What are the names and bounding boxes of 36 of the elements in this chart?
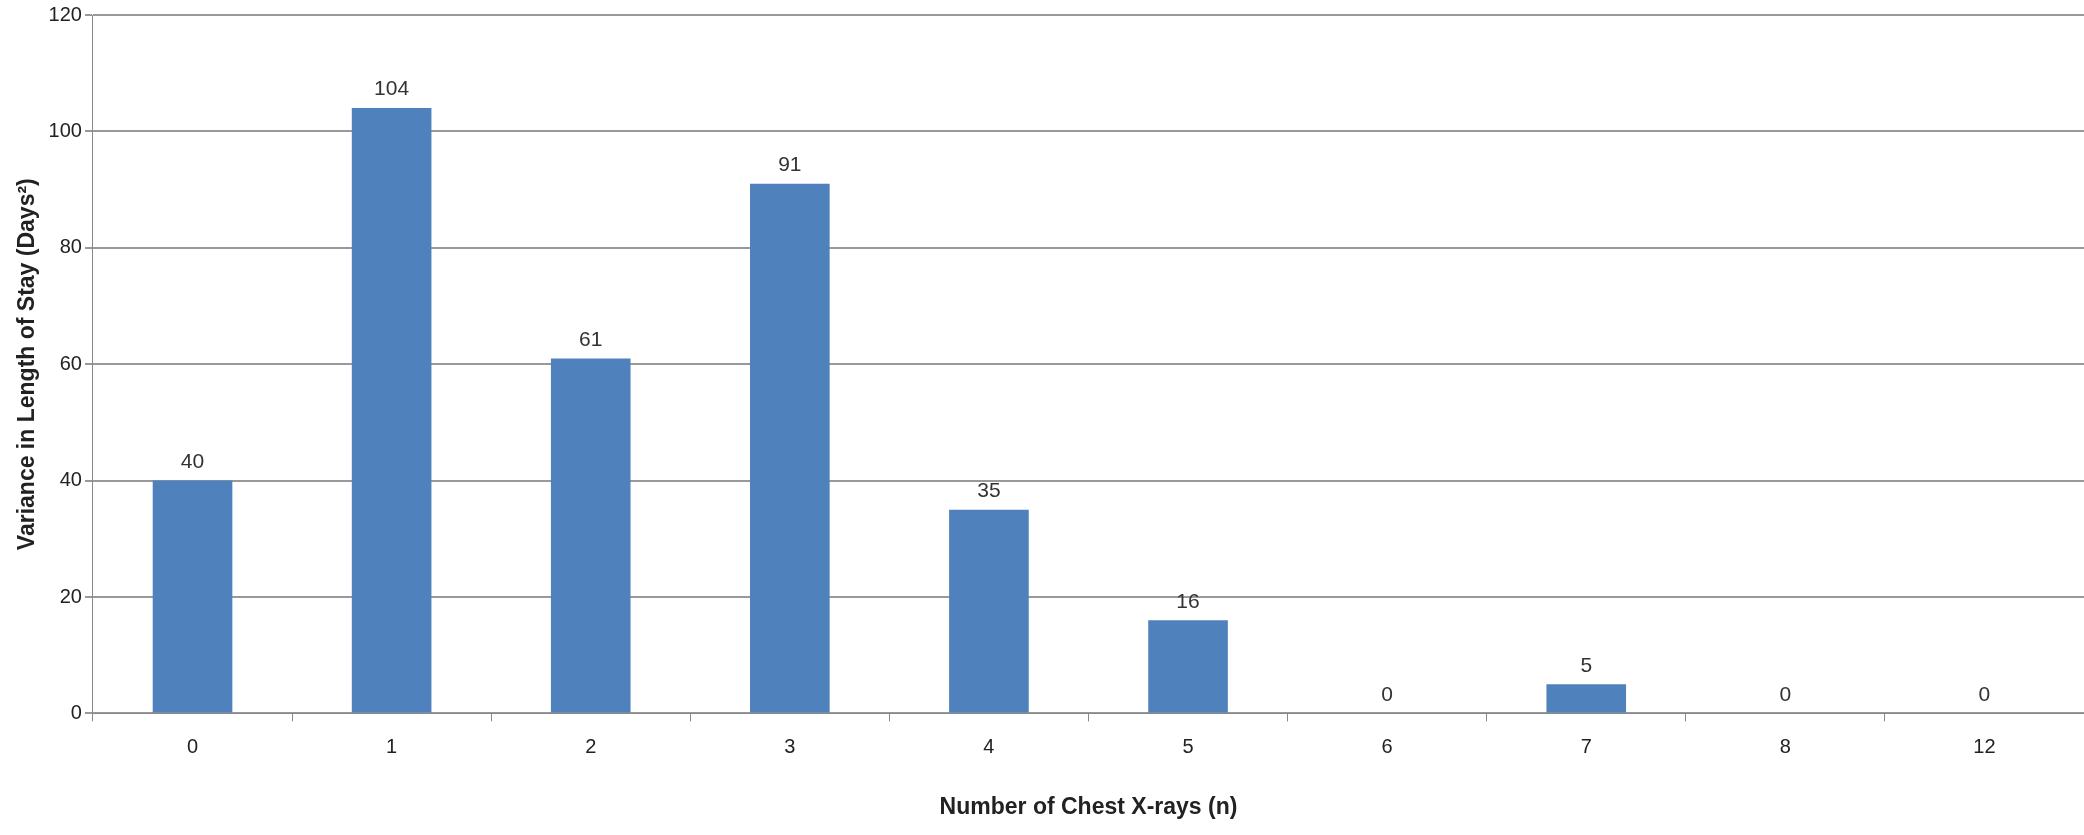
- x-axis-title: Number of Chest X-rays (n): [939, 792, 1238, 819]
- data-label: 0: [1978, 681, 1991, 705]
- data-label: 0: [1381, 681, 1393, 705]
- x-tick-label: 2: [585, 734, 597, 757]
- x-tick-label: 0: [186, 734, 199, 757]
- data-label: 16: [1176, 588, 1200, 612]
- bar: [949, 509, 1029, 713]
- bar: [1546, 684, 1627, 713]
- x-tick-label: 1: [386, 734, 398, 757]
- bar: [152, 480, 233, 713]
- data-label: 91: [778, 152, 802, 176]
- y-tick-label: 20: [59, 584, 82, 607]
- x-tick-label: 3: [784, 734, 796, 757]
- x-tick-label: 6: [1381, 734, 1393, 757]
- y-tick-label: 120: [48, 2, 82, 25]
- data-label: 5: [1580, 652, 1593, 676]
- bar: [351, 108, 432, 713]
- bar: [750, 183, 830, 713]
- x-tick-label: 5: [1182, 734, 1194, 757]
- bar: [550, 358, 631, 713]
- x-tick-label: 4: [983, 734, 995, 757]
- x-tick-label: 7: [1580, 734, 1592, 757]
- y-tick-label: 0: [70, 700, 82, 723]
- x-tick-label: 8: [1779, 734, 1791, 757]
- x-tick-label: 12: [1973, 734, 1996, 757]
- y-axis-title: Variance in Length of Stay (Days²): [13, 178, 40, 551]
- data-label: 61: [579, 326, 603, 350]
- data-label: 0: [1779, 681, 1792, 705]
- y-tick-label: 60: [59, 351, 82, 374]
- data-label: 35: [977, 478, 1001, 501]
- y-tick-label: 80: [59, 235, 82, 258]
- y-tick-label: 40: [59, 468, 82, 491]
- data-label: 104: [374, 76, 410, 100]
- y-tick-label: 100: [48, 118, 82, 141]
- data-label: 40: [180, 448, 205, 472]
- bar: [1148, 620, 1228, 713]
